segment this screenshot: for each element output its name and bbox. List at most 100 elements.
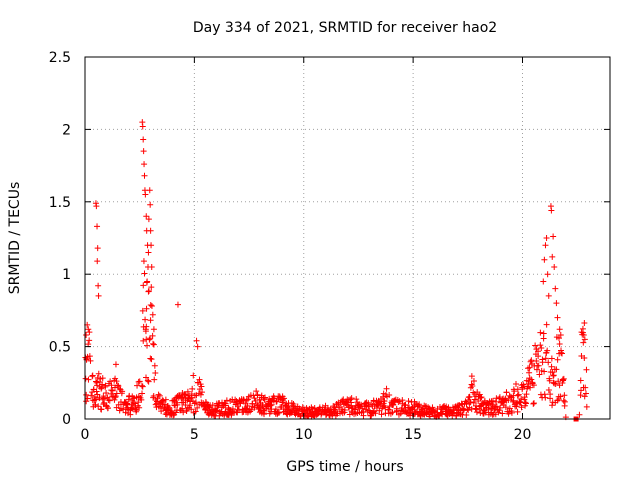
data-point (140, 337, 147, 344)
data-point (105, 405, 112, 412)
data-point (540, 335, 547, 342)
data-point (347, 396, 354, 403)
data-point (187, 398, 194, 405)
data-point (353, 396, 360, 403)
data-point (147, 302, 154, 309)
data-point (552, 380, 559, 387)
y-tick-label: 1.5 (49, 195, 71, 211)
data-point (145, 378, 152, 385)
x-axis-ticks: 0 5 10 15 20 (81, 57, 531, 443)
data-point (386, 406, 393, 413)
data-point (528, 357, 535, 364)
data-point (141, 172, 148, 179)
data-point (194, 404, 201, 411)
plot-frame (84, 56, 611, 420)
data-point (151, 376, 158, 383)
data-point (139, 307, 146, 314)
data-point (84, 395, 91, 402)
data-point (281, 395, 288, 402)
data-point (561, 392, 568, 399)
data-point (540, 330, 547, 337)
data-point (489, 411, 496, 418)
data-point (89, 372, 96, 379)
data-point (95, 282, 102, 289)
data-point (513, 403, 520, 410)
data-point (144, 278, 151, 285)
data-point (143, 305, 150, 312)
data-point (477, 394, 484, 401)
data-point (581, 320, 588, 327)
data-point (131, 400, 138, 407)
data-point (150, 393, 157, 400)
data-point (583, 366, 590, 373)
data-point (148, 242, 155, 249)
data-point (103, 390, 110, 397)
data-point (112, 361, 119, 368)
data-point (533, 358, 540, 365)
data-point (94, 258, 101, 265)
data-point (547, 395, 554, 402)
data-point (544, 347, 551, 354)
data-point (99, 375, 106, 382)
data-point (141, 270, 148, 277)
data-point (553, 300, 560, 307)
data-point (99, 396, 106, 403)
data-point (358, 401, 365, 408)
data-point (112, 393, 119, 400)
data-point (210, 411, 217, 418)
data-point (532, 342, 539, 349)
data-point (482, 409, 489, 416)
data-point (508, 409, 515, 416)
data-point (518, 404, 525, 411)
data-point (127, 411, 134, 418)
data-point (383, 385, 390, 392)
data-point (339, 406, 346, 413)
data-point (145, 216, 152, 223)
data-point (94, 223, 101, 230)
data-point (545, 386, 552, 393)
data-point (140, 148, 147, 155)
data-point (468, 381, 475, 388)
data-point (92, 396, 99, 403)
data-point (580, 332, 587, 339)
data-point (480, 400, 487, 407)
data-point (145, 288, 152, 295)
data-point (558, 347, 565, 354)
data-point (149, 311, 156, 318)
data-point (188, 406, 195, 413)
data-point (511, 388, 518, 395)
data-point (130, 399, 137, 406)
data-point (138, 396, 145, 403)
data-point (580, 339, 587, 346)
data-point (466, 393, 473, 400)
data-point (104, 394, 111, 401)
data-point (497, 404, 504, 411)
data-point (502, 404, 509, 411)
data-point (351, 406, 358, 413)
data-point (522, 399, 529, 406)
data-point (422, 410, 429, 417)
data-point (530, 400, 537, 407)
data-point (155, 391, 162, 398)
data-point (135, 399, 142, 406)
data-point (119, 388, 126, 395)
data-point (128, 405, 135, 412)
data-point (510, 397, 517, 404)
data-point (145, 263, 151, 270)
data-point (527, 384, 534, 391)
data-point (140, 282, 147, 289)
data-point (557, 332, 564, 339)
data-point (216, 400, 223, 407)
data-point (192, 399, 199, 406)
y-axis-ticks: 0 0.5 1 1.5 2 2.5 (49, 50, 610, 428)
data-point (545, 292, 552, 299)
data-point (139, 390, 146, 397)
data-point (548, 355, 555, 362)
data-point (248, 406, 255, 413)
data-point (129, 405, 136, 412)
data-point (95, 403, 102, 410)
data-point (86, 353, 93, 360)
data-point (140, 258, 147, 265)
data-point (93, 388, 100, 395)
